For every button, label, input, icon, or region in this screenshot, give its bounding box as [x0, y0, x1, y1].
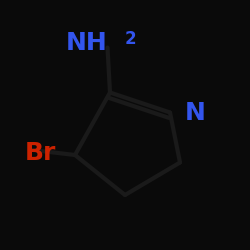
Text: NH: NH — [66, 30, 108, 54]
Text: Br: Br — [25, 140, 56, 164]
Text: 2: 2 — [125, 30, 136, 48]
Text: N: N — [185, 100, 206, 124]
